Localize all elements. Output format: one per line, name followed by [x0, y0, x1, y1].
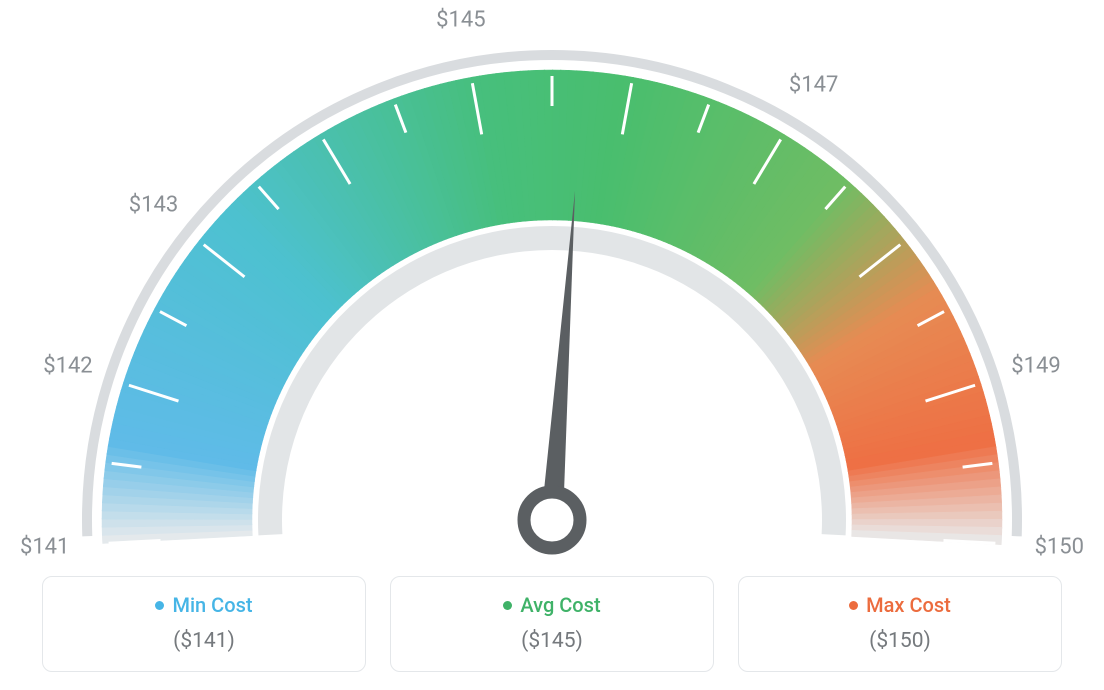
gauge-tick-label: $141: [20, 534, 69, 559]
gauge-chart: $141 $142 $143 $145 $147 $149 $150: [0, 0, 1104, 560]
max-cost-value: ($150): [749, 629, 1051, 653]
summary-cards: Min Cost ($141) Avg Cost ($145) Max Cost…: [42, 576, 1062, 672]
gauge-tick-label: $145: [436, 8, 485, 33]
avg-cost-card: Avg Cost ($145): [390, 576, 714, 672]
gauge-tick-label: $143: [129, 192, 178, 217]
gauge-tick-label: $147: [789, 72, 838, 97]
min-cost-value: ($141): [53, 629, 355, 653]
avg-cost-label: Avg Cost: [520, 593, 600, 617]
min-cost-dot-icon: [155, 601, 164, 610]
min-cost-label: Min Cost: [172, 593, 252, 617]
min-cost-title: Min Cost: [155, 593, 252, 617]
gauge-tick-label: $150: [1035, 534, 1084, 559]
avg-cost-title: Avg Cost: [503, 593, 600, 617]
gauge-svg: [0, 0, 1104, 560]
max-cost-label: Max Cost: [866, 593, 951, 617]
avg-cost-value: ($145): [401, 629, 703, 653]
max-cost-title: Max Cost: [849, 593, 951, 617]
max-cost-dot-icon: [849, 601, 858, 610]
min-cost-card: Min Cost ($141): [42, 576, 366, 672]
avg-cost-dot-icon: [503, 601, 512, 610]
gauge-tick-label: $149: [1011, 353, 1060, 378]
gauge-tick-label: $142: [43, 353, 92, 378]
max-cost-card: Max Cost ($150): [738, 576, 1062, 672]
